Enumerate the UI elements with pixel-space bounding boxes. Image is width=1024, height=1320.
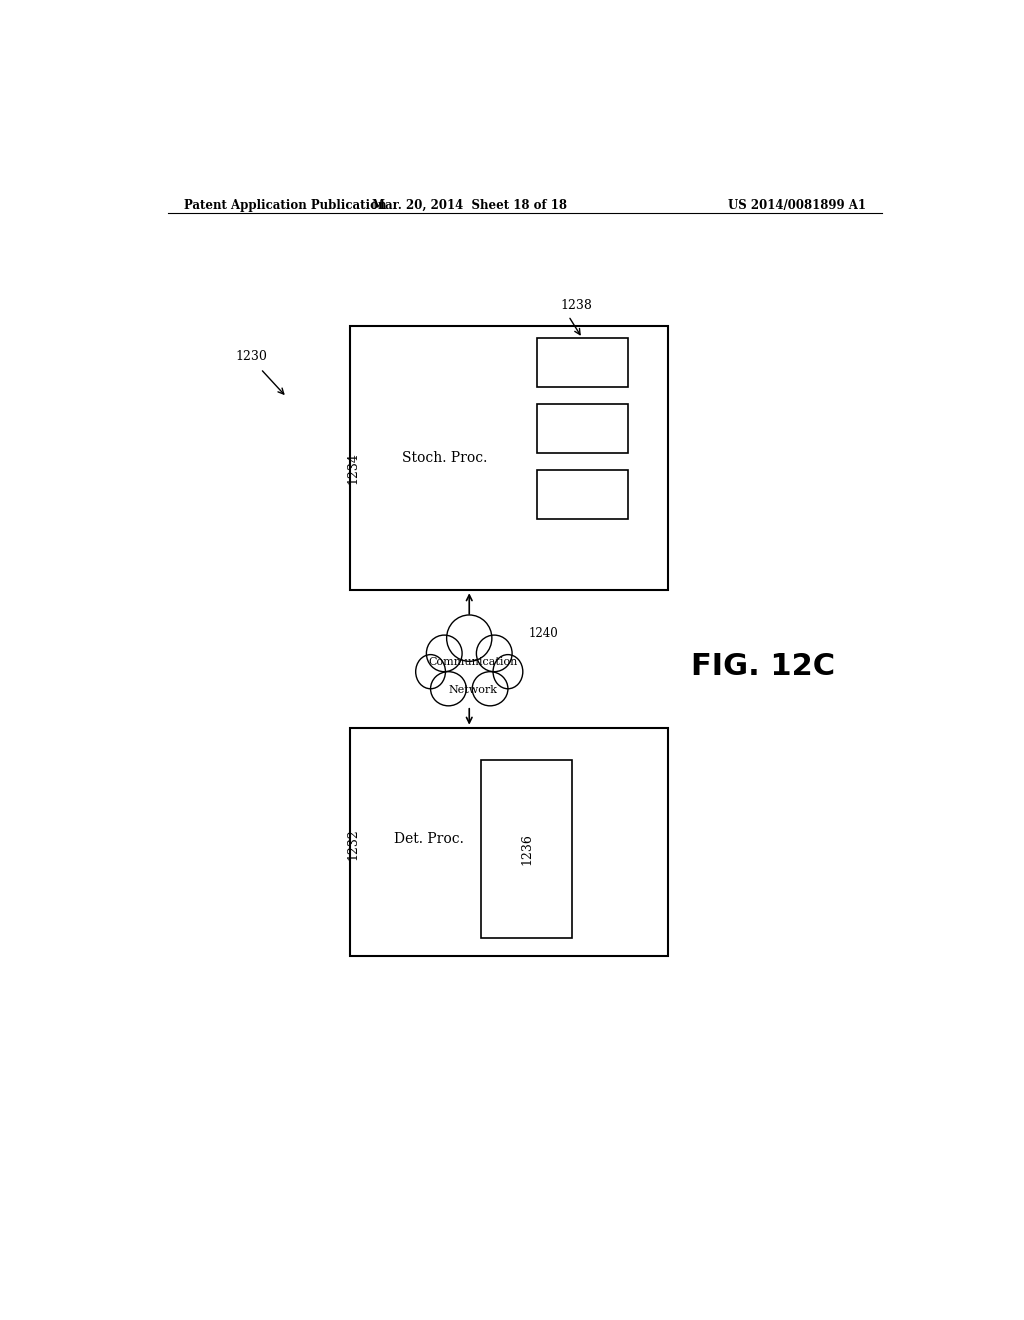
Bar	[350, 326, 668, 590]
Bar	[481, 760, 572, 939]
Ellipse shape	[416, 655, 445, 689]
Text: Communication: Communication	[428, 656, 518, 667]
Bar	[537, 470, 628, 519]
Text: Mar. 20, 2014  Sheet 18 of 18: Mar. 20, 2014 Sheet 18 of 18	[372, 199, 566, 213]
Bar	[537, 404, 628, 453]
Text: FIG. 12C: FIG. 12C	[691, 652, 835, 681]
Bar	[350, 727, 668, 956]
Text: US 2014/0081899 A1: US 2014/0081899 A1	[728, 199, 866, 213]
Ellipse shape	[445, 659, 494, 697]
Ellipse shape	[430, 672, 466, 706]
Ellipse shape	[446, 615, 492, 661]
Text: Stoch. Proc.: Stoch. Proc.	[401, 451, 487, 465]
Text: 1232: 1232	[346, 829, 359, 861]
Text: Det. Proc.: Det. Proc.	[394, 833, 464, 846]
Text: Network: Network	[449, 685, 498, 694]
Ellipse shape	[472, 672, 508, 706]
Ellipse shape	[476, 635, 512, 672]
Ellipse shape	[494, 655, 523, 689]
Text: 1234: 1234	[346, 453, 359, 484]
Bar	[537, 338, 628, 387]
Text: 1240: 1240	[528, 627, 558, 640]
Text: 1238: 1238	[560, 300, 592, 313]
Text: 1230: 1230	[236, 350, 267, 363]
Ellipse shape	[426, 635, 462, 672]
Text: Patent Application Publication: Patent Application Publication	[183, 199, 386, 213]
Text: 1236: 1236	[520, 834, 534, 866]
